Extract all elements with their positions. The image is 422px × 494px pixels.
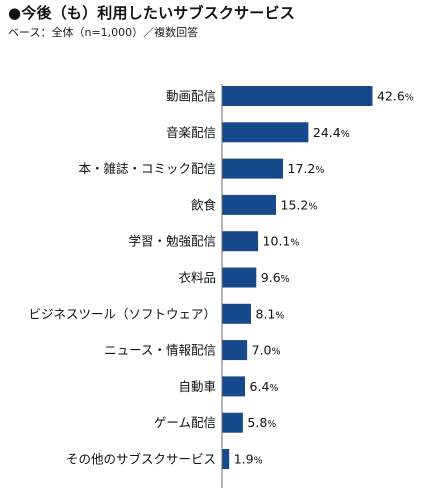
value-number: 7.0 bbox=[252, 343, 272, 358]
value-label: 7.0% bbox=[252, 343, 281, 358]
value-number: 6.4 bbox=[250, 379, 270, 394]
category-label: 衣料品 bbox=[178, 270, 216, 285]
category-label: その他のサブスクサービス bbox=[66, 452, 216, 467]
value-label: 24.4% bbox=[313, 125, 350, 140]
value-number: 5.8 bbox=[247, 415, 267, 430]
value-number: 42.6 bbox=[377, 89, 405, 104]
value-unit: % bbox=[315, 165, 324, 176]
value-unit: % bbox=[267, 419, 276, 430]
value-label: 42.6% bbox=[377, 89, 414, 104]
value-unit: % bbox=[254, 456, 263, 467]
category-label: 学習・勉強配信 bbox=[128, 234, 216, 249]
value-label: 15.2% bbox=[281, 197, 318, 212]
bar bbox=[222, 449, 230, 469]
value-unit: % bbox=[405, 93, 414, 104]
bar bbox=[222, 86, 373, 106]
value-label: 8.1% bbox=[256, 306, 285, 321]
bar bbox=[222, 267, 257, 288]
value-label: 17.2% bbox=[288, 161, 325, 176]
bar bbox=[222, 122, 309, 143]
bar bbox=[222, 376, 246, 397]
value-label: 10.1% bbox=[263, 234, 300, 249]
value-number: 10.1 bbox=[263, 234, 291, 249]
value-unit: % bbox=[269, 383, 278, 394]
value-number: 17.2 bbox=[288, 161, 316, 176]
value-label: 9.6% bbox=[261, 270, 290, 285]
value-unit: % bbox=[341, 129, 350, 140]
category-label: 自動車 bbox=[178, 379, 216, 394]
value-unit: % bbox=[275, 310, 284, 321]
category-label: 本・雑誌・コミック配信 bbox=[78, 161, 216, 176]
category-label: 音楽配信 bbox=[166, 125, 216, 140]
value-label: 1.9% bbox=[234, 452, 263, 467]
value-number: 1.9 bbox=[234, 452, 254, 467]
value-number: 15.2 bbox=[281, 197, 309, 212]
category-label: ビジネスツール（ソフトウェア） bbox=[28, 306, 216, 321]
value-number: 24.4 bbox=[313, 125, 341, 140]
chart-subtitle: ベース：全体（n=1,000）／複数回答 bbox=[8, 26, 199, 39]
category-label: 飲食 bbox=[191, 197, 217, 212]
bar bbox=[222, 303, 252, 324]
bar bbox=[222, 231, 259, 252]
value-unit: % bbox=[308, 201, 317, 212]
bar bbox=[222, 412, 243, 433]
value-label: 6.4% bbox=[250, 379, 279, 394]
bar bbox=[222, 340, 248, 361]
category-label: ゲーム配信 bbox=[154, 415, 216, 430]
value-unit: % bbox=[290, 238, 299, 249]
value-number: 8.1 bbox=[256, 306, 276, 321]
value-label: 5.8% bbox=[247, 415, 276, 430]
chart-title: ●今後（も）利用したいサブスクサービス bbox=[8, 4, 295, 22]
category-label: ニュース・情報配信 bbox=[104, 343, 216, 358]
bar bbox=[222, 194, 277, 215]
value-unit: % bbox=[272, 347, 281, 358]
bar bbox=[222, 158, 284, 179]
value-number: 9.6 bbox=[261, 270, 281, 285]
category-label: 動画配信 bbox=[166, 89, 216, 104]
value-unit: % bbox=[281, 274, 290, 285]
